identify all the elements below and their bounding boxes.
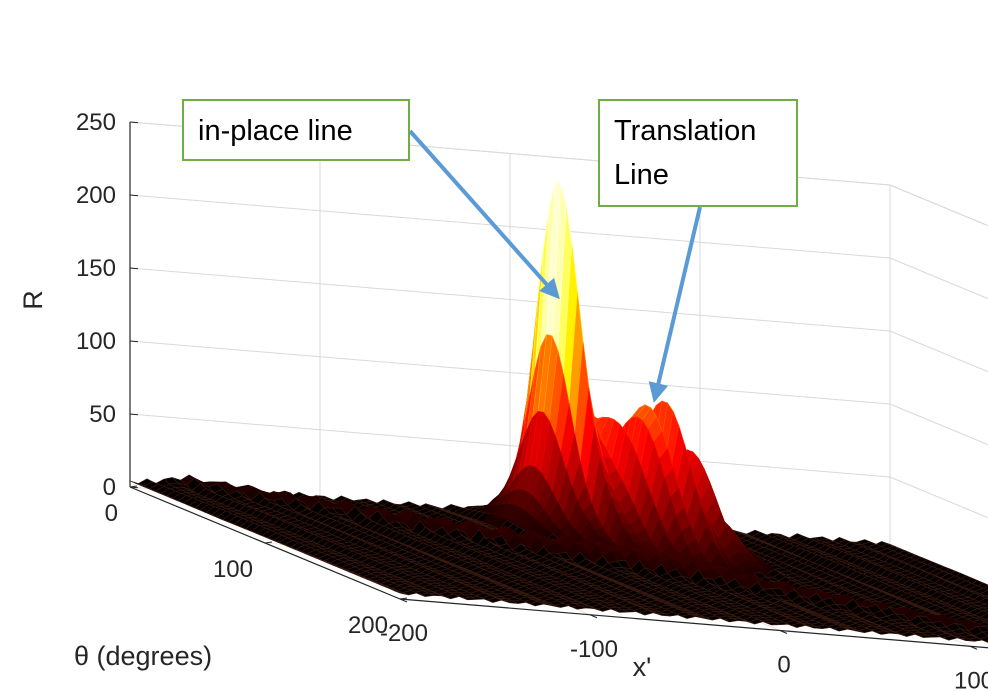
surface-patch: [394, 590, 409, 596]
box-edge: [889, 184, 988, 227]
callout-translation-line: Translation Line: [598, 99, 798, 207]
y-tick-labels: 0 100 200: [105, 485, 408, 639]
surface-mesh: [129, 182, 988, 643]
x-axis-label: x': [633, 652, 652, 682]
z-tick-mark: [129, 267, 139, 270]
annotation-arrows: [408, 129, 702, 403]
x-tick-mark: [779, 630, 788, 634]
z-tick-label: 150: [76, 255, 116, 282]
x-tick-mark: [589, 614, 598, 619]
grid-line-side-wall: [889, 330, 988, 373]
theta-tick-label: 0: [105, 500, 118, 527]
z-tick-label: 0: [103, 474, 116, 501]
theta-tick-mark: [129, 485, 138, 488]
z-axis-label: R: [18, 290, 48, 310]
grid-line-side-wall: [889, 476, 988, 519]
x-tick-label: 100: [954, 667, 988, 691]
z-tick-mark: [129, 413, 139, 416]
theta-tick-label: 200: [348, 612, 388, 639]
x-tick-mark: [969, 645, 978, 650]
z-tick-mark: [129, 194, 139, 197]
x-tick-label: -100: [570, 636, 618, 663]
z-tick-mark: [129, 121, 139, 124]
grid-line-side-wall: [889, 403, 988, 446]
z-tick-labels: 0 50 100 150 200 250: [76, 109, 139, 501]
callout-in-place-text: in-place line: [198, 115, 353, 147]
theta-tick-mark: [399, 597, 408, 600]
arrow-translation-line: [648, 206, 702, 403]
z-tick-label: 200: [76, 182, 116, 209]
theta-tick-mark: [264, 541, 273, 544]
x-tick-label: -200: [380, 620, 428, 647]
x-tick-label: 0: [777, 652, 790, 679]
z-tick-mark: [129, 340, 139, 343]
z-tick-label: 250: [76, 109, 116, 136]
callout-translation-text-2: Line: [614, 159, 669, 191]
callout-translation-text-1: Translation: [614, 115, 757, 147]
x-tick-mark: [399, 598, 408, 603]
theta-tick-label: 100: [213, 556, 253, 583]
callout-in-place-line: in-place line: [182, 99, 410, 161]
grid-line-side-wall: [889, 257, 988, 300]
theta-axis-label: θ (degrees): [74, 641, 212, 671]
z-tick-label: 100: [76, 328, 116, 355]
arrow-in-place-line: [408, 129, 560, 300]
grid-line-side-wall: [889, 184, 988, 227]
z-tick-label: 50: [89, 401, 116, 428]
